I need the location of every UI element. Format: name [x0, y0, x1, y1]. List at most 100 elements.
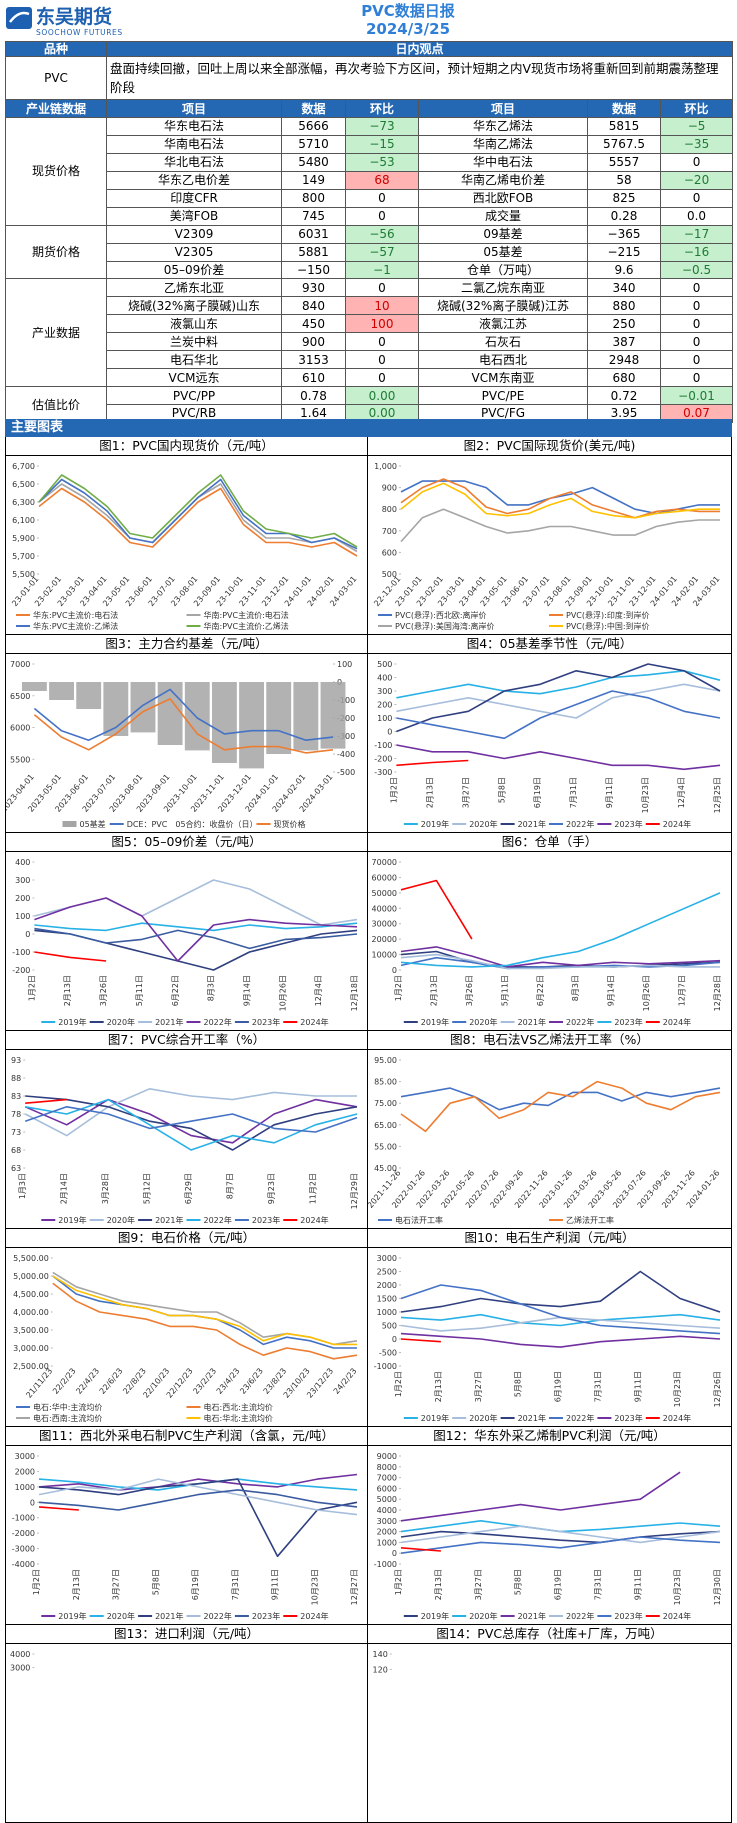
table-cell: 0.07	[659, 404, 734, 423]
table-cell: 仓单（万吨）	[418, 260, 588, 280]
series-line	[400, 1332, 721, 1348]
table-cell: 二氯乙烷东南亚	[418, 278, 588, 298]
table-cell: VCM东南亚	[418, 368, 588, 388]
table-cell: 5815	[587, 117, 661, 136]
x-tick-label: 5月8日	[497, 777, 506, 803]
table-row: 产业链数据 项目 数据 环比 项目 数据 环比	[5, 99, 734, 118]
y-tick-label: -300	[374, 768, 392, 777]
y-tick-label: 1000	[15, 1483, 35, 1492]
x-tick-label: 3月28日	[101, 1173, 110, 1204]
y-tick-label: -1000	[374, 1362, 397, 1371]
y-tick-label: -400	[337, 750, 355, 759]
y-tick-label: 4000	[377, 1506, 397, 1515]
y-tick-label: 3000	[10, 1664, 30, 1673]
series-line	[400, 1087, 721, 1111]
x-tick-label: 23/2/23	[191, 1367, 218, 1396]
table-cell: 0	[659, 278, 734, 298]
x-tick-label: 10月26日	[642, 975, 651, 1011]
table-cell: 450	[281, 314, 346, 334]
x-tick-label: 6月22日	[536, 975, 545, 1006]
legend-label: 2024年	[663, 1611, 691, 1621]
y-tick-label: 5,000.00	[13, 1272, 49, 1281]
y-tick-label: 1,000	[374, 462, 397, 471]
x-tick-label: 1月3日	[18, 1173, 27, 1199]
x-tick-label: 6月19日	[554, 1371, 563, 1402]
x-tick-label: 3月27日	[474, 1569, 483, 1600]
legend-label: 华东:PVC主流价:乙烯法	[33, 621, 118, 631]
table-cell: 0	[659, 296, 734, 316]
y-tick-label: 6000	[377, 1484, 397, 1493]
table-row: 品种 日内观点	[5, 41, 734, 57]
table-cell: 100	[345, 314, 419, 334]
y-tick-label: 20000	[372, 935, 397, 944]
series-line	[396, 759, 469, 767]
series-line	[400, 953, 720, 970]
table-cell: −56	[345, 224, 419, 244]
legend-label: 2024年	[663, 1017, 691, 1027]
x-tick-label: 1月2日	[389, 777, 398, 803]
x-tick-label: 5月8日	[514, 1371, 523, 1397]
legend-label: 电石:华中:主流均价	[33, 1402, 102, 1412]
x-tick-label: 9月14日	[242, 975, 251, 1006]
legend-label: 2021年	[518, 1017, 546, 1027]
table-cell: 6031	[281, 224, 346, 244]
legend-label: 2023年	[252, 1017, 280, 1027]
series-line	[400, 478, 720, 519]
y-tick-label: -100	[337, 696, 355, 705]
series-line	[396, 663, 721, 733]
table-cell: 0	[345, 332, 419, 352]
legend-label: 2024年	[300, 1017, 328, 1027]
y-tick-label: 5000	[377, 1495, 397, 1504]
x-tick-label: 12月25日	[713, 777, 722, 813]
legend-label: 2022年	[566, 1413, 594, 1423]
y-tick-label: 900	[382, 484, 397, 493]
series-line	[400, 1536, 721, 1554]
y-tick-label: 95.00	[374, 1056, 397, 1065]
table-row: 烧碱(32%离子膜碱)山东 840 10 烧碱(32%离子膜碱)江苏 880 0	[6, 296, 734, 316]
table-cell: 0	[345, 206, 419, 226]
table-row: 兰炭中料 900 0 石灰石 387 0	[6, 332, 734, 352]
y-tick-label: 70000	[372, 858, 397, 867]
table-cell: 电石西北	[418, 350, 588, 370]
x-tick-label: 6月19日	[554, 1569, 563, 1600]
chart-caption: 图8：电石法VS乙烯法开工率（%）	[368, 1031, 731, 1050]
table-cell: 3153	[281, 350, 346, 370]
table-cell: 0	[345, 368, 419, 388]
x-tick-label: 5月11日	[500, 975, 509, 1006]
table-cell: 0	[659, 152, 734, 172]
table-row: VCM远东 610 0 VCM东南亚 680 0	[6, 368, 734, 388]
legend-label: 2024年	[300, 1611, 328, 1621]
y-tick-label: -1000	[12, 1514, 35, 1523]
x-tick-label: 1月2日	[32, 1569, 41, 1595]
x-tick-label: 9月11日	[271, 1569, 280, 1600]
series-line	[400, 1313, 721, 1327]
column-header: 数据	[587, 99, 661, 118]
series-line	[38, 478, 358, 550]
table-row: V2305 5881 −57 05基差 −215 −16	[6, 242, 734, 262]
column-header: 项目	[106, 99, 282, 118]
group-label: 估值比价	[5, 386, 107, 423]
x-tick-label: 1月2日	[27, 975, 36, 1001]
y-tick-label: 78	[11, 1110, 21, 1119]
series-line	[396, 744, 721, 771]
table-cell: −20	[659, 170, 734, 190]
x-tick-label: 3月26日	[465, 975, 474, 1006]
x-tick-label: 3月27日	[461, 777, 470, 808]
x-tick-label: 12月26日	[713, 1371, 722, 1407]
table-cell: −0.01	[659, 386, 734, 405]
x-tick-label: 1月2日	[394, 975, 403, 1001]
group-label: 现货价格	[5, 117, 107, 226]
table-cell: 9.6	[587, 260, 661, 280]
x-tick-label: 2月13日	[72, 1569, 81, 1600]
table-cell: 68	[345, 170, 419, 190]
series-line	[400, 1471, 681, 1522]
chart-cell: 图6：仓单（手） 0 10000 20000 30000 40000 50000 60000 7…	[368, 833, 732, 1031]
legend-label: 2023年	[252, 1611, 280, 1621]
chart: -200 -100 0 100 200 300 400 1月2日 2月13日 3月26日 5月11日…	[12, 858, 359, 1027]
x-tick-label: 2月13日	[63, 975, 72, 1006]
report-title: PVC数据日报	[361, 2, 455, 20]
series-line	[25, 1098, 358, 1151]
table-cell: 华南电石法	[106, 134, 282, 154]
series-line	[400, 1270, 721, 1313]
x-tick-label: 6月19日	[191, 1569, 200, 1600]
